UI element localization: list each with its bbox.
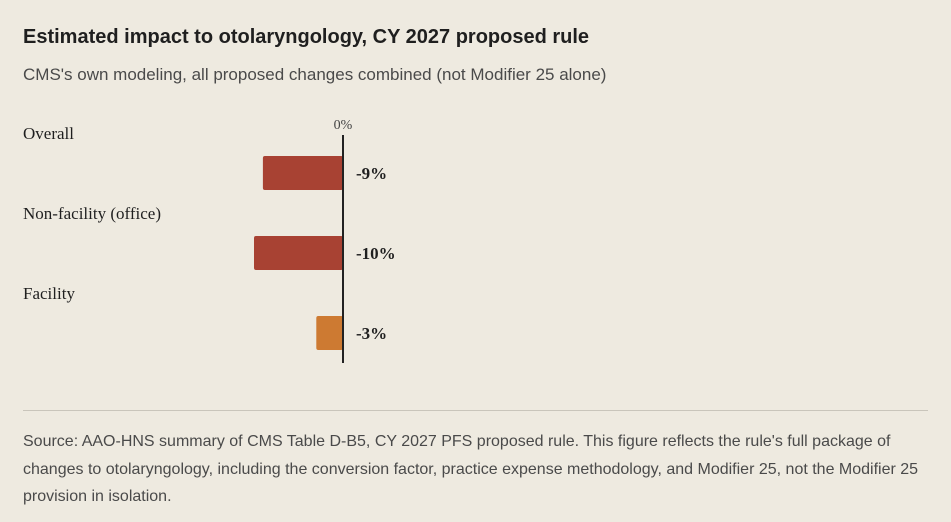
bar bbox=[316, 316, 343, 350]
bar bbox=[262, 156, 343, 190]
category-label: Non-facility (office) bbox=[23, 204, 161, 223]
category-label: Facility bbox=[23, 284, 75, 303]
source-note: Source: AAO-HNS summary of CMS Table D-B… bbox=[23, 433, 919, 505]
bar-chart: 0% Overall -9% Non-facility (office) -10% Fac… bbox=[23, 118, 396, 363]
category-label: Overall bbox=[23, 124, 74, 143]
data-label: -10% bbox=[356, 244, 396, 263]
chart-subtitle: CMS's own modeling, all proposed changes… bbox=[23, 65, 607, 84]
divider bbox=[23, 410, 928, 411]
chart-title: Estimated impact to otolaryngology, CY 2… bbox=[23, 26, 590, 48]
data-label: -9% bbox=[356, 164, 387, 183]
data-label: -3% bbox=[356, 324, 387, 343]
bar bbox=[254, 236, 343, 270]
zero-axis-label: 0% bbox=[334, 118, 353, 133]
